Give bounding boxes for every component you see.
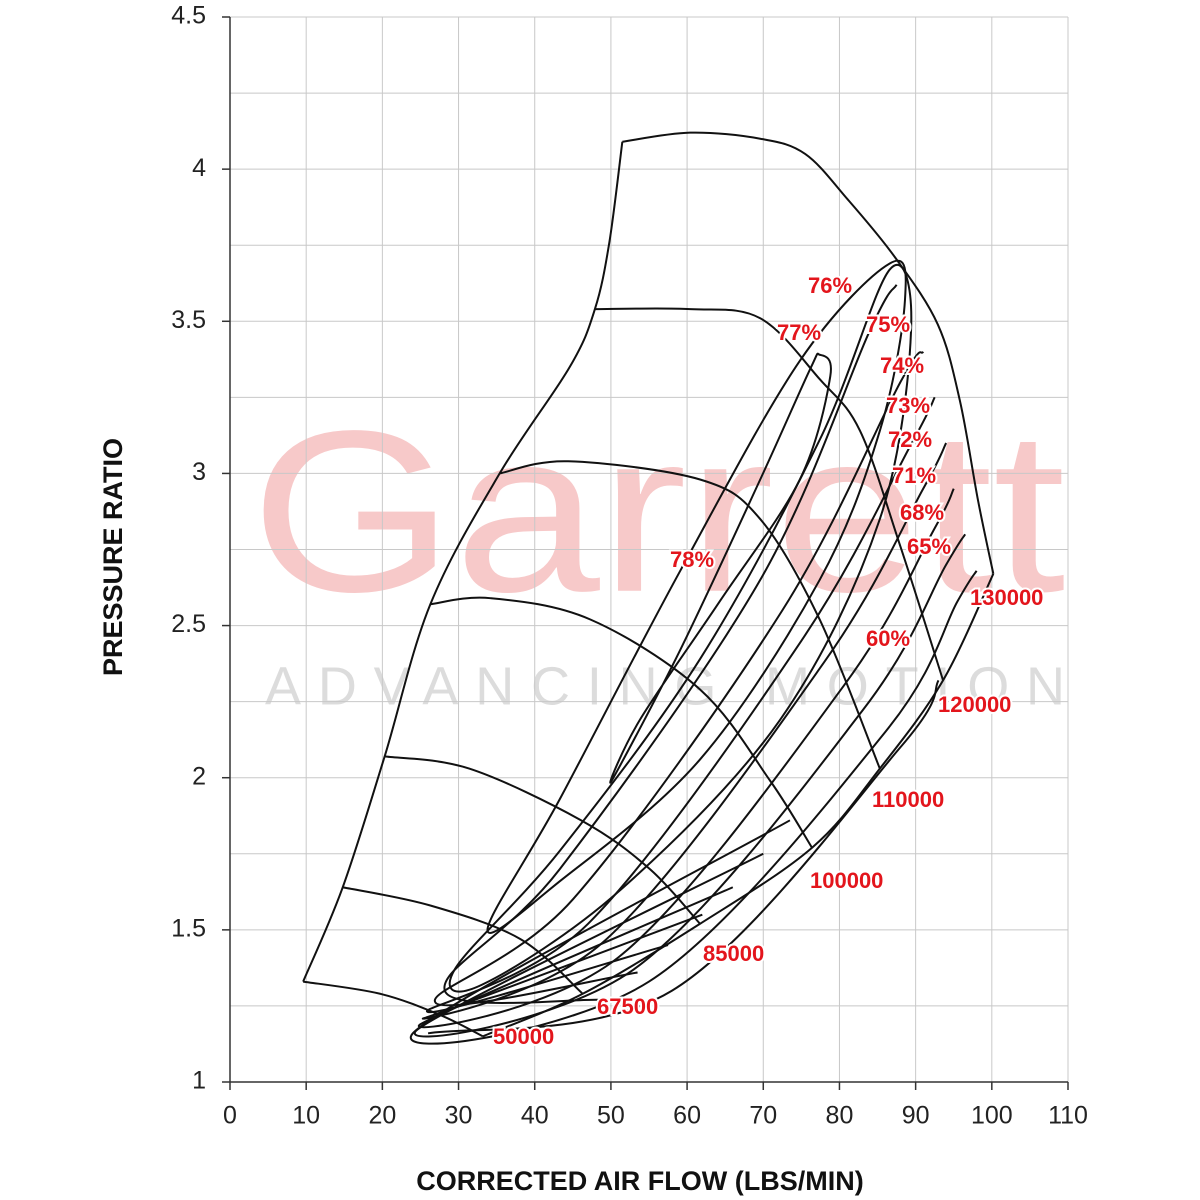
efficiency-label: 68% [900, 500, 944, 525]
efficiency-label: 65% [907, 534, 951, 559]
efficiency-label: 78% [670, 547, 714, 572]
x-tick-label: 100 [971, 1102, 1013, 1130]
efficiency-contour [417, 488, 955, 1029]
speed-label: 85000 [703, 941, 764, 966]
x-tick-label: 30 [445, 1102, 473, 1130]
x-tick-label: 110 [1048, 1102, 1088, 1130]
speed-line [342, 886, 584, 995]
speed-line [302, 980, 484, 1038]
y-tick-label: 4.5 [171, 2, 206, 30]
y-tick-label: 4 [192, 154, 206, 182]
labels: 78% 77% 76% 75% 74% 73% 72% 71% 68% 65% 60% 50000 67… [491, 271, 1045, 1051]
speed-line [594, 307, 945, 681]
y-tick-label: 3.5 [171, 306, 206, 334]
efficiency-contour [433, 351, 925, 1007]
speed-label: 100000 [810, 868, 883, 893]
efficiency-label: 76% [808, 273, 852, 298]
x-tick-label: 70 [749, 1102, 777, 1130]
efficiency-contour [486, 259, 907, 934]
efficiency-label: 72% [888, 427, 932, 452]
x-tick-label: 50 [597, 1102, 625, 1130]
y-tick-label: 3 [192, 458, 206, 486]
speed-line [430, 596, 813, 849]
x-tick-label: 40 [521, 1102, 549, 1130]
choke-line [482, 573, 995, 1038]
efficiency-contour [409, 570, 978, 1045]
x-tick-label: 60 [673, 1102, 701, 1130]
speed-line [384, 755, 701, 925]
y-tick-label: 1 [192, 1067, 206, 1095]
speed-line [499, 460, 881, 769]
y-tick-label: 1.5 [171, 914, 206, 942]
speed-label: 110000 [872, 787, 944, 812]
efficiency-contour [443, 284, 898, 1004]
speed-label: 130000 [970, 585, 1043, 610]
x-tick-label: 0 [223, 1102, 237, 1130]
efficiency-label: 73% [886, 393, 930, 418]
x-tick-label: 10 [292, 1102, 320, 1130]
x-tick-label: 20 [368, 1102, 396, 1130]
x-tick-label: 90 [902, 1102, 930, 1130]
y-tick-label: 2.5 [171, 610, 206, 638]
efficiency-label: 74% [880, 353, 924, 378]
y-axis-title: PRESSURE RATIO [98, 438, 128, 676]
efficiency-label: 75% [866, 312, 910, 337]
x-tick-label: 80 [826, 1102, 854, 1130]
grid: 1 1.5 2 2.5 3 3.5 4 4.5 0 10 20 30 40 50 60 70 80 90 100 11… [171, 2, 1088, 1130]
efficiency-contour [427, 679, 940, 1035]
efficiency-label: 71% [892, 463, 936, 488]
speed-label: 50000 [493, 1024, 554, 1049]
speed-label: 120000 [938, 692, 1011, 717]
surge-line [302, 141, 624, 982]
efficiency-contour [609, 352, 832, 784]
plot [302, 131, 995, 1045]
efficiency-label: 60% [866, 626, 910, 651]
x-axis-title: CORRECTED AIR FLOW (LBS/MIN) [416, 1166, 863, 1196]
speed-line [622, 131, 995, 575]
efficiency-label: 77% [777, 320, 821, 345]
y-tick-label: 2 [192, 762, 206, 790]
speed-label: 67500 [597, 994, 658, 1019]
